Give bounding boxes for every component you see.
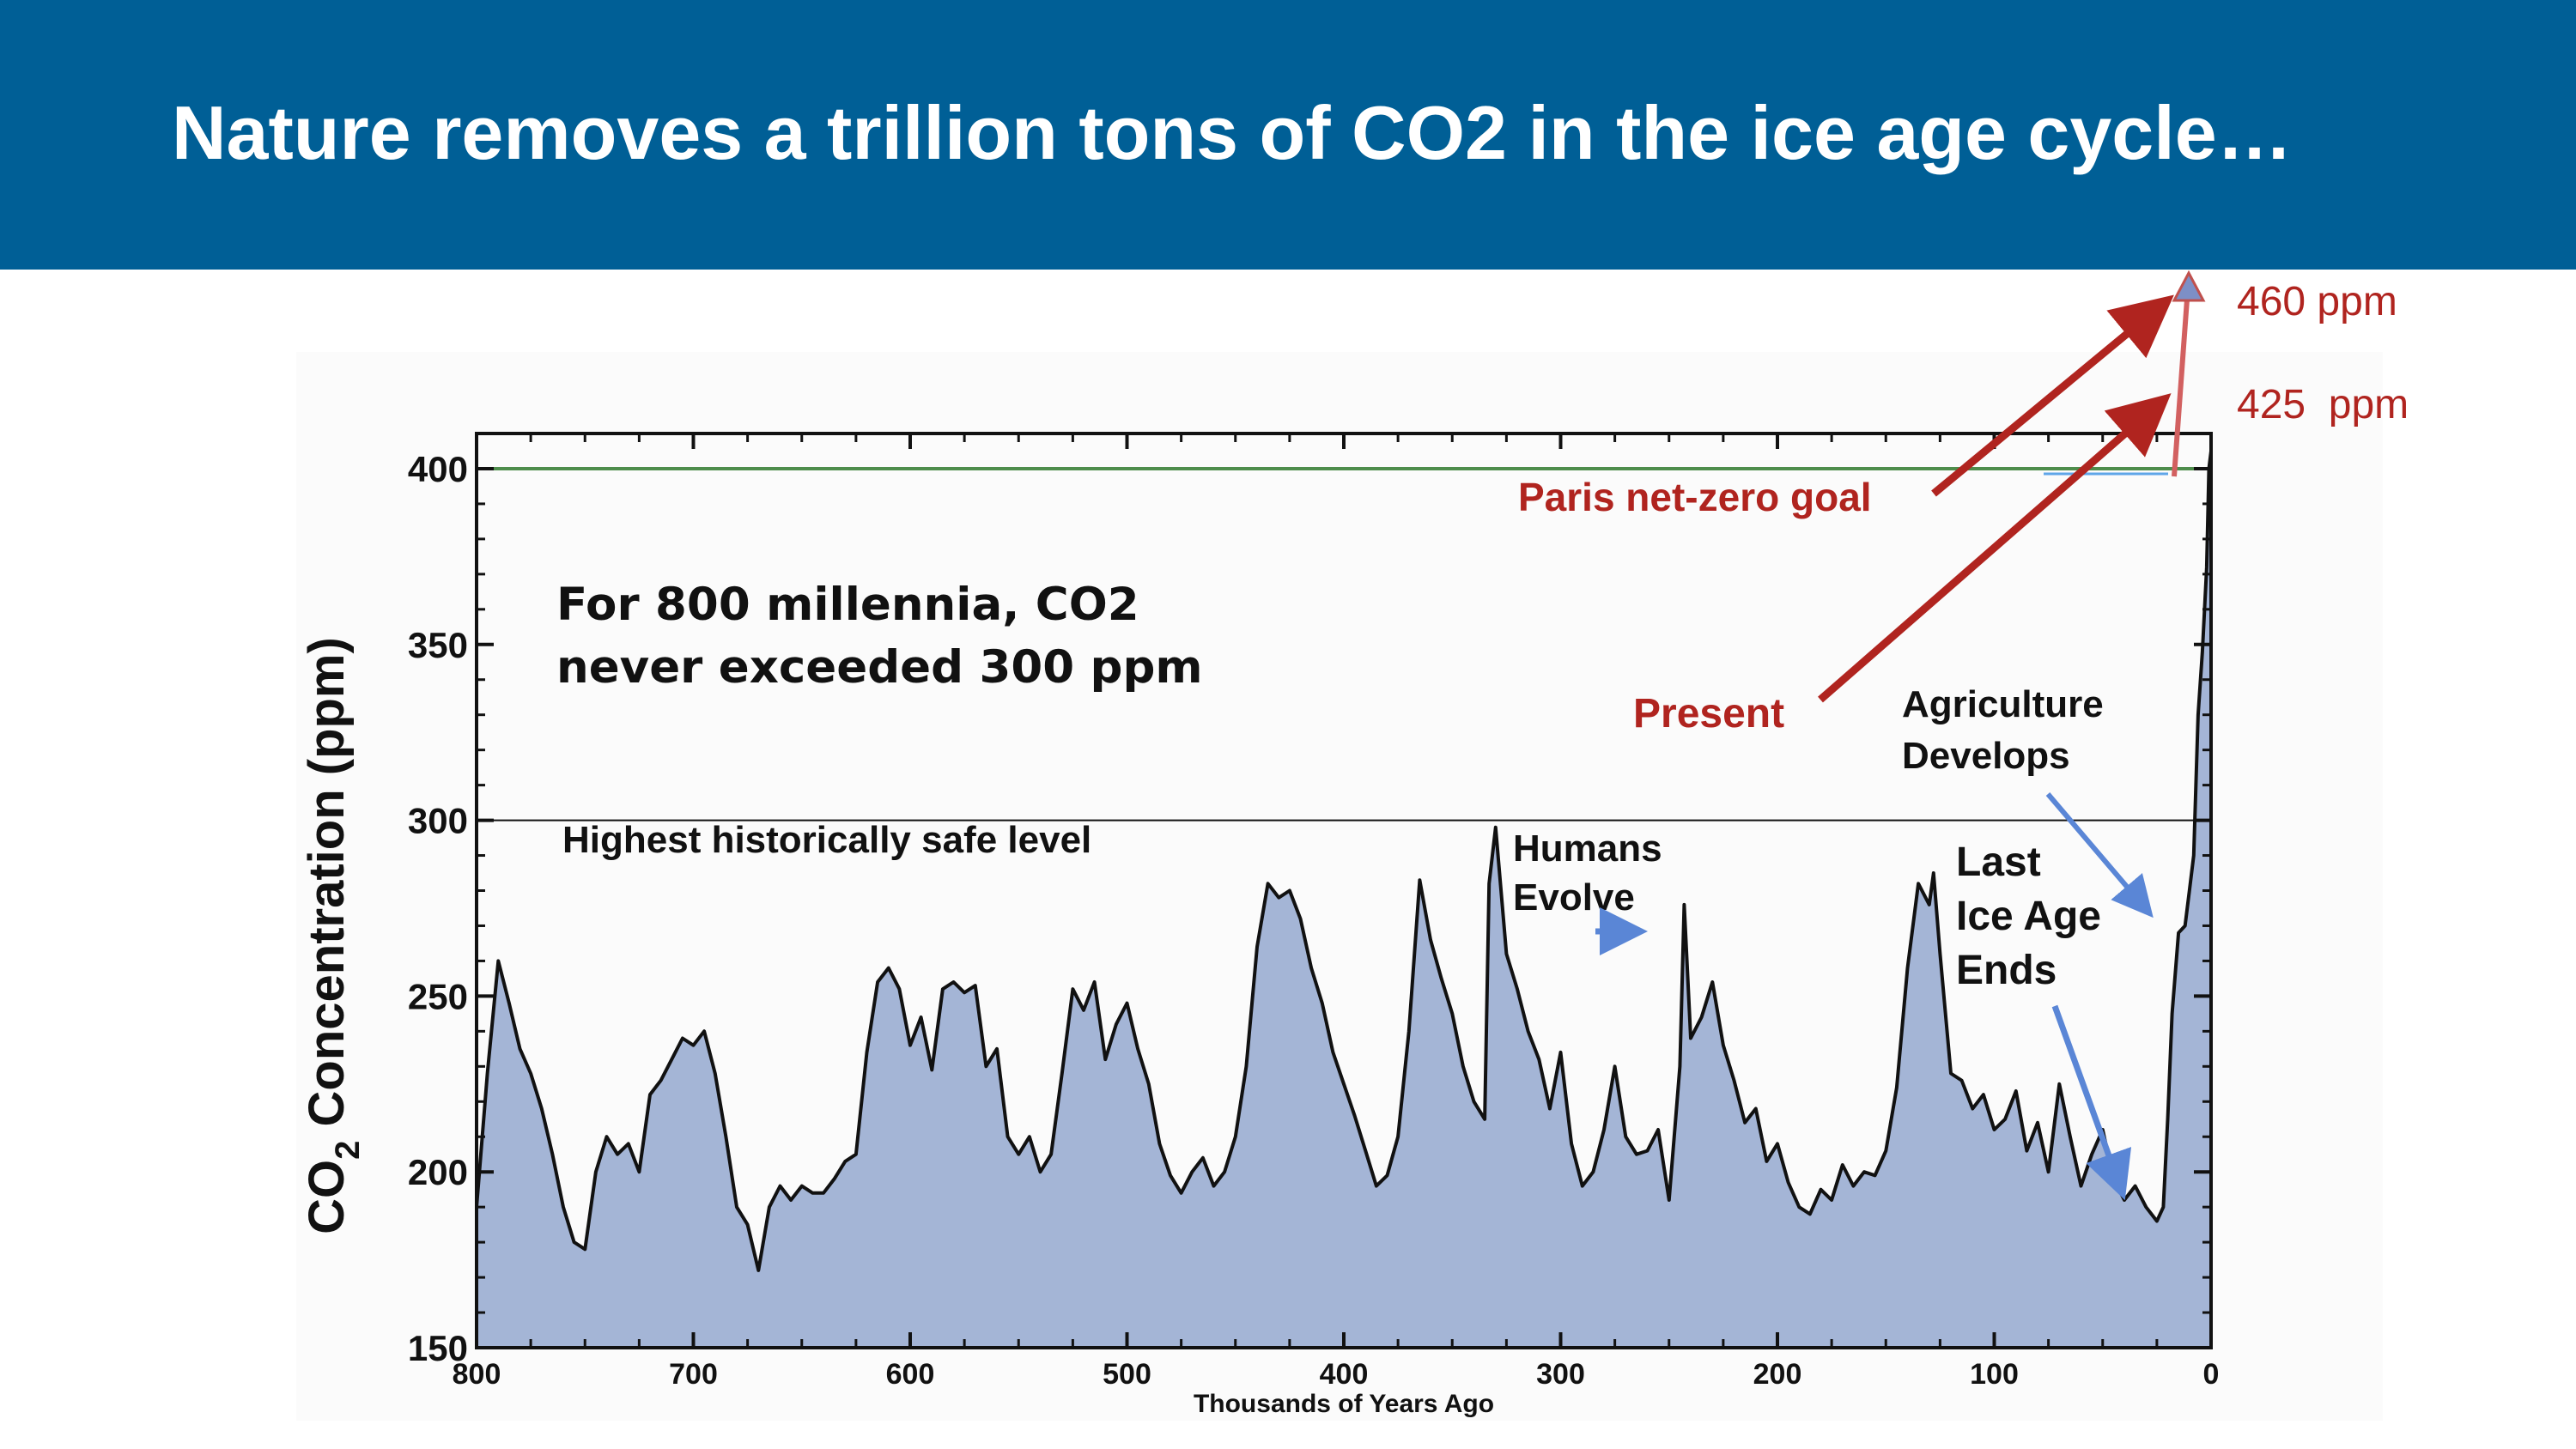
ppm-425-label: 425 ppm	[2237, 382, 2409, 427]
y-axis-title-rest: Concentration (ppm)	[299, 637, 355, 1140]
y-axis-title-main: CO	[299, 1160, 355, 1234]
agriculture-arrow	[2045, 792, 2154, 919]
agriculture-line1: Agriculture	[1902, 683, 2104, 725]
humans-evolve-line2: Evolve	[1513, 876, 1635, 919]
x-axis: 800 700 600 500 400 300 200 100 0	[453, 433, 2220, 1391]
y-axis: 150 200 250 300 350 400	[408, 449, 2211, 1368]
paris-goal-arrow	[1931, 294, 2174, 497]
ice-age-line2: Ice Age	[1956, 894, 2101, 939]
x-tick-label: 200	[1753, 1358, 1802, 1391]
x-tick-label: 100	[1970, 1358, 2019, 1391]
slide-title: Nature removes a trillion tons of CO2 in…	[172, 90, 2293, 175]
x-axis-title: Thousands of Years Ago	[1194, 1390, 1494, 1418]
y-axis-title: CO2 Concentration (ppm)	[299, 637, 367, 1234]
y-tick-label: 400	[408, 449, 468, 489]
y-axis-title-sub: 2	[329, 1141, 367, 1160]
x-tick-label: 800	[453, 1358, 501, 1391]
y-tick-label: 350	[408, 625, 468, 665]
present-arrow	[1818, 393, 2172, 703]
ice-age-arrow	[2051, 1004, 2132, 1201]
projection-triangle	[2172, 270, 2206, 302]
x-tick-label: 300	[1536, 1358, 1585, 1391]
safe-level-label: Highest historically safe level	[562, 819, 1091, 861]
y-tick-label: 250	[408, 976, 468, 1016]
agriculture-line2: Develops	[1902, 735, 2070, 777]
y-tick-label: 150	[408, 1328, 468, 1368]
ppm-460-label: 460 ppm	[2237, 279, 2397, 324]
svg-text:CO2 Concentration (ppm): CO2 Concentration (ppm)	[299, 637, 367, 1234]
x-tick-label: 0	[2203, 1358, 2220, 1391]
projection-line	[2172, 287, 2190, 477]
ice-age-line3: Ends	[1956, 948, 2057, 993]
millennia-note-line1: For 800 millennia, CO2	[556, 579, 1139, 631]
present-label: Present	[1633, 691, 1784, 737]
paris-goal-label: Paris net-zero goal	[1518, 475, 1872, 519]
title-banner: Nature removes a trillion tons of CO2 in…	[0, 0, 2576, 270]
x-tick-label: 700	[669, 1358, 718, 1391]
humans-evolve-line1: Humans	[1513, 828, 1662, 870]
co2-area-fill	[477, 451, 2211, 1346]
x-tick-label: 400	[1320, 1358, 1369, 1391]
millennia-note-line2: never exceeded 300 ppm	[556, 641, 1203, 694]
x-tick-label: 600	[886, 1358, 935, 1391]
y-tick-label: 300	[408, 801, 468, 841]
x-tick-label: 500	[1103, 1358, 1151, 1391]
y-tick-label: 200	[408, 1152, 468, 1192]
co2-series-line	[475, 451, 2213, 1272]
ice-age-line1: Last	[1956, 840, 2041, 885]
